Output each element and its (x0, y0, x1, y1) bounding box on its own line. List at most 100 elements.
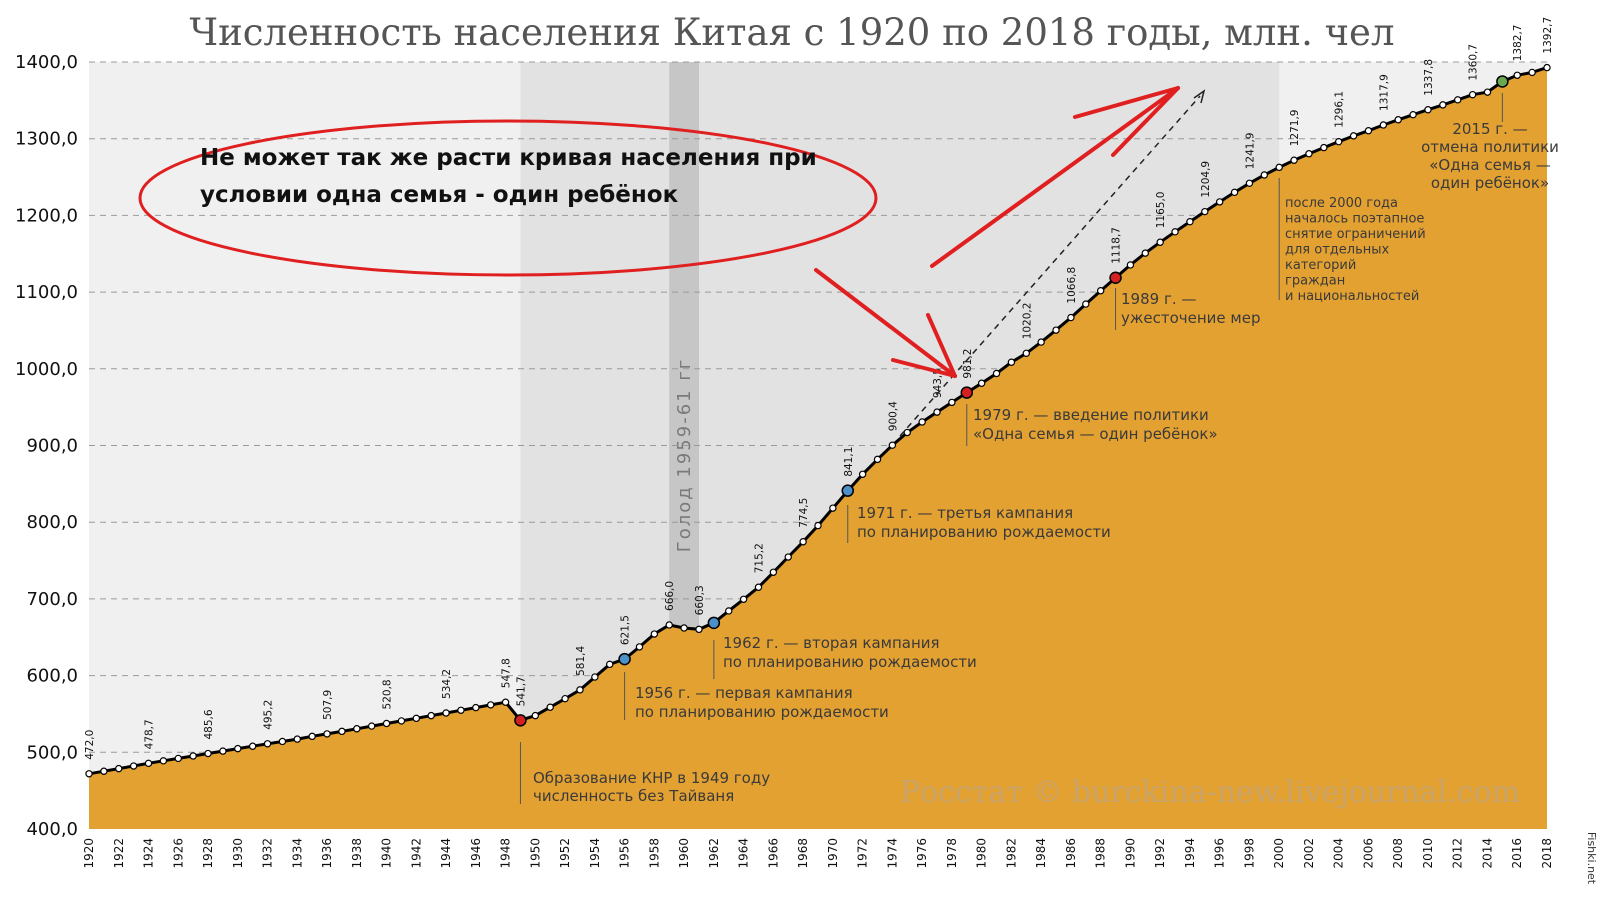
value-label: 715,2 (753, 543, 765, 573)
data-point-1944 (442, 709, 450, 717)
value-label: 1360,7 (1468, 44, 1480, 81)
data-point-1933 (278, 737, 287, 746)
y-tick-label: 400,0 (26, 819, 78, 840)
chart-title: Численность населения Китая с 1920 по 20… (190, 11, 1395, 54)
data-point-1922 (115, 764, 123, 773)
data-point-1943 (427, 711, 435, 720)
trend-arrowhead (1193, 89, 1206, 104)
x-tick-label: 2000 (1272, 838, 1286, 869)
x-tick-label: 2018 (1540, 838, 1554, 869)
value-label: 1317,9 (1378, 74, 1390, 111)
trend-dashed-line (899, 95, 1201, 437)
annotation-2000-line: снятие ограничений (1285, 227, 1426, 242)
value-label: 841,1 (843, 447, 855, 477)
data-point-1957 (635, 643, 644, 651)
data-point-1947 (486, 701, 495, 709)
x-tick-label: 1962 (707, 838, 721, 869)
value-label: 507,9 (322, 690, 334, 720)
data-point-1996 (1215, 198, 1224, 206)
data-point-1993 (1171, 228, 1179, 236)
x-tick-label: 1988 (1094, 838, 1108, 869)
data-point-1999 (1260, 171, 1269, 179)
x-tick-label: 2016 (1510, 838, 1524, 869)
value-label: 1271,9 (1289, 110, 1301, 147)
value-label: 1118,7 (1111, 227, 1123, 264)
x-tick-label: 1936 (320, 838, 334, 869)
value-label: 1392,7 (1542, 17, 1554, 54)
x-tick-label: 1960 (677, 838, 691, 869)
value-label: 1296,1 (1334, 91, 1346, 128)
data-point-1926 (174, 754, 182, 763)
x-tick-label: 1974 (885, 838, 899, 869)
annotation-2000-line: для отдельных (1285, 243, 1389, 258)
data-point-2010 (1424, 106, 1432, 114)
data-point-1963 (725, 607, 733, 615)
data-point-1984 (1037, 338, 1045, 346)
data-point-2001 (1290, 156, 1298, 164)
value-label: 1241,9 (1244, 133, 1256, 170)
data-point-2016 (1513, 71, 1521, 79)
population-area (89, 67, 1547, 830)
data-point-1976 (918, 418, 926, 426)
value-label: 1382,7 (1512, 25, 1524, 62)
data-point-1932 (263, 740, 272, 748)
x-tick-label: 1932 (261, 838, 275, 869)
data-point-1987 (1082, 300, 1090, 308)
data-point-1973 (873, 455, 882, 464)
y-tick-label: 500,0 (26, 742, 78, 763)
value-label: 534,2 (441, 669, 453, 699)
data-point-1972 (858, 470, 867, 478)
annotation-2000-line: после 2000 года (1285, 196, 1398, 211)
data-point-1934 (293, 735, 301, 743)
value-label: 900,4 (887, 401, 899, 431)
x-tick-label: 2010 (1421, 838, 1435, 869)
value-label: 485,6 (203, 709, 215, 739)
data-point-1991 (1141, 249, 1150, 257)
famine-label: Голод 1959-61 гг (674, 358, 695, 553)
value-label: 1204,9 (1200, 161, 1212, 198)
y-tick-label: 1300,0 (15, 129, 78, 150)
data-point-1994 (1186, 217, 1194, 226)
value-label: 1337,8 (1423, 59, 1435, 96)
value-label: 621,5 (620, 615, 632, 645)
data-point-2018 (1543, 63, 1551, 72)
x-tick-label: 2008 (1391, 838, 1405, 869)
data-point-1960 (680, 624, 688, 632)
y-tick-label: 800,0 (26, 512, 78, 533)
value-label: 472,0 (84, 730, 96, 760)
x-tick-label: 2002 (1302, 838, 1316, 869)
y-tick-label: 1000,0 (15, 359, 78, 380)
data-point-1952 (561, 694, 569, 703)
data-point-2006 (1364, 127, 1373, 135)
data-point-1941 (397, 717, 406, 725)
y-tick-label: 1100,0 (15, 282, 78, 303)
x-tick-label: 2014 (1480, 838, 1494, 869)
red-arrow-to-1979 (814, 268, 957, 378)
data-point-1923 (129, 762, 138, 770)
data-point-1970 (829, 504, 837, 512)
y-tick-label: 1200,0 (15, 205, 78, 226)
annotation-1962-line: по планированию рождаемости (723, 653, 977, 671)
x-tick-label: 1986 (1064, 838, 1078, 869)
annotation-1949-line: численность без Тайваня (533, 787, 734, 805)
x-tick-label: 1940 (380, 838, 394, 869)
value-label: 1165,0 (1155, 191, 1167, 228)
x-tick-label: 1970 (826, 838, 840, 869)
data-point-2008 (1394, 116, 1402, 124)
annotation-2015-line: «Одна семья — (1429, 156, 1551, 174)
value-label: 666,0 (664, 581, 676, 611)
data-point-2007 (1379, 121, 1388, 129)
x-tick-label: 1982 (1004, 838, 1018, 869)
annotation-1989-line: ужесточение мер (1121, 309, 1261, 327)
source-watermark: Росстат © burckina-new.livejournal.com (900, 775, 1520, 810)
x-tick-label: 1976 (915, 838, 929, 869)
value-label: 774,5 (798, 498, 810, 528)
data-point-1969 (814, 521, 822, 530)
x-tick-label: 2012 (1451, 838, 1465, 869)
y-tick-label: 600,0 (26, 666, 78, 687)
data-point-1997 (1230, 188, 1239, 197)
highlighted-point-1949 (514, 714, 527, 727)
x-tick-label: 1924 (142, 838, 156, 869)
data-point-1946 (472, 703, 480, 712)
